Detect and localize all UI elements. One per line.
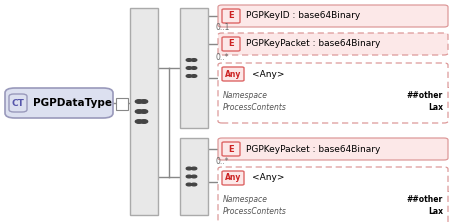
Circle shape [140,120,148,123]
Text: PGPDataType: PGPDataType [33,98,112,108]
Circle shape [191,59,197,61]
Circle shape [135,100,143,103]
FancyBboxPatch shape [218,33,448,55]
Text: Any: Any [225,70,241,78]
Text: ProcessContents: ProcessContents [223,206,287,215]
FancyBboxPatch shape [222,171,244,185]
Text: 0..*: 0..* [216,53,229,62]
Circle shape [186,183,192,186]
Circle shape [191,75,197,77]
Text: 0..*: 0..* [216,157,229,166]
Circle shape [186,67,192,69]
Text: Namespace: Namespace [223,91,268,99]
Bar [180,138,208,215]
Circle shape [186,175,192,178]
FancyBboxPatch shape [9,94,27,112]
FancyBboxPatch shape [222,142,240,156]
Text: E: E [228,12,234,21]
Text: Lax: Lax [428,206,443,215]
Text: <Any>: <Any> [252,70,285,78]
Text: ##other: ##other [407,91,443,99]
FancyBboxPatch shape [218,167,448,223]
Text: ProcessContents: ProcessContents [223,103,287,112]
Text: Lax: Lax [428,103,443,112]
Text: PGPKeyPacket : base64Binary: PGPKeyPacket : base64Binary [246,39,380,48]
Circle shape [135,110,143,113]
Text: Namespace: Namespace [223,194,268,204]
FancyBboxPatch shape [218,138,448,160]
Text: Any: Any [225,173,241,182]
Circle shape [135,120,143,123]
Circle shape [140,100,148,103]
Text: ##other: ##other [407,194,443,204]
Circle shape [186,75,192,77]
Circle shape [186,59,192,61]
Text: 0..1: 0..1 [216,23,230,32]
Text: CT: CT [11,99,24,107]
Circle shape [140,110,148,113]
Text: E: E [228,39,234,48]
Text: <Any>: <Any> [252,173,285,182]
FancyBboxPatch shape [222,67,244,81]
FancyBboxPatch shape [5,88,113,118]
Circle shape [191,183,197,186]
Bar [116,98,128,110]
Circle shape [186,167,192,170]
Bar [180,8,208,128]
Bar [130,8,158,215]
Circle shape [191,167,197,170]
FancyBboxPatch shape [222,37,240,51]
FancyBboxPatch shape [218,63,448,123]
Text: E: E [228,145,234,153]
Circle shape [191,175,197,178]
Text: PGPKeyPacket : base64Binary: PGPKeyPacket : base64Binary [246,145,380,153]
FancyBboxPatch shape [218,5,448,27]
Circle shape [191,67,197,69]
Text: PGPKeyID : base64Binary: PGPKeyID : base64Binary [246,12,360,21]
FancyBboxPatch shape [222,9,240,23]
